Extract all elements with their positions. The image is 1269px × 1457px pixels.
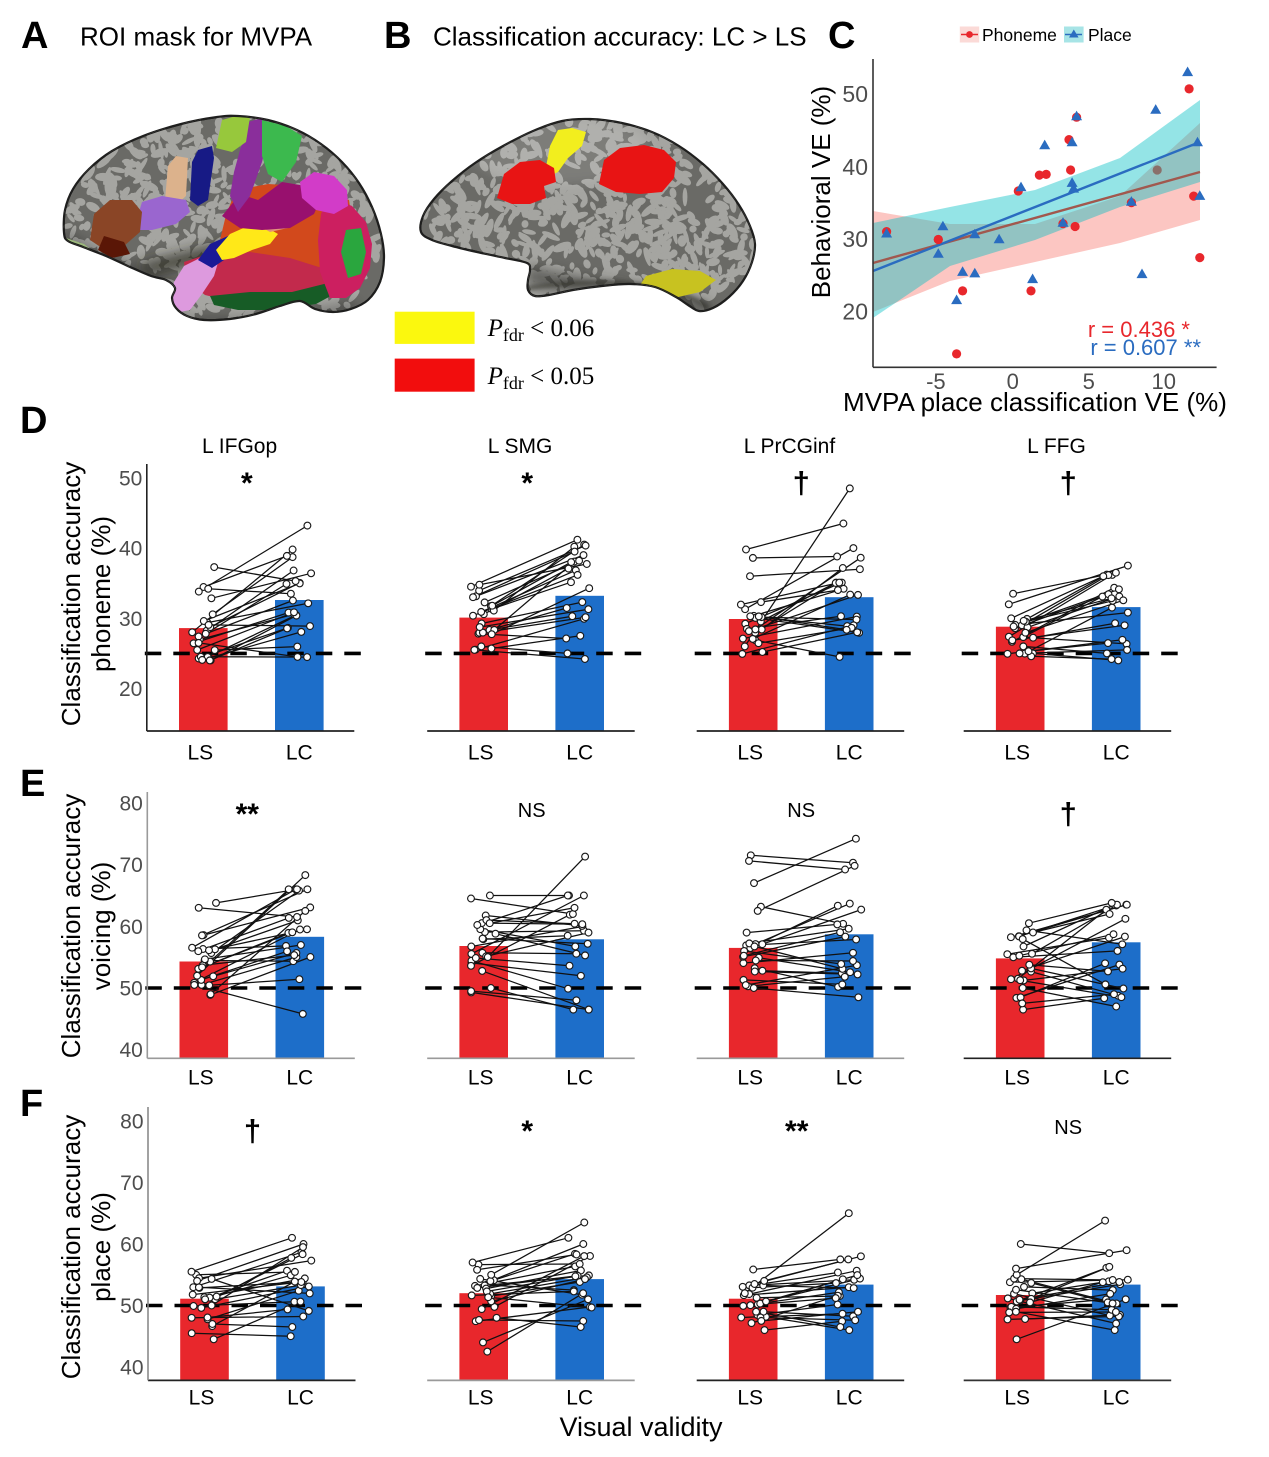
- svg-text:LC: LC: [1103, 742, 1130, 765]
- svg-text:Classification accuracy: Classification accuracy: [56, 794, 86, 1058]
- svg-text:10: 10: [1151, 369, 1175, 394]
- svg-text:LC: LC: [836, 742, 863, 765]
- svg-text:40: 40: [119, 538, 142, 561]
- svg-text:†: †: [244, 1113, 261, 1148]
- svg-text:60: 60: [120, 1234, 143, 1257]
- svg-text:LS: LS: [1004, 1387, 1030, 1410]
- svg-text:50: 50: [842, 81, 868, 107]
- svg-text:L FFG: L FFG: [1027, 435, 1086, 458]
- svg-text:LC: LC: [566, 1387, 593, 1410]
- svg-text:60: 60: [119, 916, 142, 939]
- svg-text:LC: LC: [287, 1387, 314, 1410]
- svg-text:NS: NS: [787, 800, 815, 822]
- svg-text:30: 30: [119, 608, 142, 631]
- svg-text:Place: Place: [1088, 25, 1132, 45]
- svg-text:*: *: [521, 1115, 533, 1148]
- svg-text:LC: LC: [836, 1067, 863, 1090]
- svg-text:Classification accuracy: Classification accuracy: [56, 462, 86, 726]
- svg-text:Visual validity: Visual validity: [559, 1412, 723, 1442]
- svg-text:NS: NS: [518, 800, 546, 822]
- svg-text:LC: LC: [1103, 1387, 1130, 1410]
- svg-text:NS: NS: [1054, 1117, 1082, 1139]
- svg-text:†: †: [1060, 796, 1077, 831]
- svg-text:LC: LC: [286, 1067, 313, 1090]
- svg-text:Pfdr < 0.06: Pfdr < 0.06: [487, 315, 595, 345]
- svg-text:C: C: [828, 15, 855, 57]
- svg-text:r = 0.436 *: r = 0.436 *: [1088, 317, 1191, 342]
- svg-text:L IFGop: L IFGop: [202, 435, 277, 458]
- svg-text:20: 20: [842, 299, 868, 325]
- svg-text:Behavioral VE (%): Behavioral VE (%): [806, 86, 836, 298]
- svg-text:20: 20: [119, 678, 142, 701]
- svg-text:LS: LS: [1004, 742, 1030, 765]
- svg-text:*: *: [241, 467, 253, 500]
- svg-text:B: B: [384, 15, 411, 57]
- svg-text:LS: LS: [468, 1067, 494, 1090]
- svg-text:**: **: [236, 798, 260, 831]
- svg-text:LS: LS: [187, 742, 213, 765]
- svg-text:place (%): place (%): [86, 1192, 116, 1302]
- svg-text:LC: LC: [286, 742, 313, 765]
- svg-text:r = 0.607 **: r = 0.607 **: [1090, 335, 1201, 360]
- svg-text:MVPA place classification VE (: MVPA place classification VE (%): [843, 387, 1227, 417]
- svg-text:5: 5: [1083, 369, 1095, 394]
- svg-text:LS: LS: [737, 1387, 763, 1410]
- svg-text:LS: LS: [737, 742, 763, 765]
- svg-text:†: †: [1060, 465, 1077, 500]
- svg-text:80: 80: [120, 1111, 143, 1134]
- svg-text:LS: LS: [188, 1067, 214, 1090]
- svg-text:50: 50: [119, 978, 142, 1001]
- svg-text:70: 70: [119, 854, 142, 877]
- svg-text:D: D: [20, 400, 47, 442]
- svg-text:LC: LC: [836, 1387, 863, 1410]
- svg-text:ROI mask for MVPA: ROI mask for MVPA: [80, 22, 313, 52]
- svg-text:phoneme (%): phoneme (%): [86, 516, 116, 672]
- svg-text:LS: LS: [189, 1387, 215, 1410]
- svg-text:40: 40: [842, 154, 868, 180]
- svg-text:Classification accuracy: LC >: Classification accuracy: LC > LS: [433, 22, 807, 52]
- svg-text:L PrCGinf: L PrCGinf: [744, 435, 836, 458]
- svg-text:40: 40: [120, 1357, 143, 1380]
- svg-text:**: **: [785, 1115, 809, 1148]
- svg-text:80: 80: [119, 792, 142, 815]
- svg-text:-5: -5: [926, 369, 946, 394]
- svg-text:0: 0: [1007, 369, 1019, 394]
- svg-text:50: 50: [120, 1295, 143, 1318]
- svg-text:70: 70: [120, 1172, 143, 1195]
- svg-text:L SMG: L SMG: [488, 435, 553, 458]
- svg-text:LS: LS: [468, 1387, 494, 1410]
- svg-text:LS: LS: [737, 1067, 763, 1090]
- svg-text:LS: LS: [468, 742, 494, 765]
- svg-text:†: †: [793, 465, 810, 500]
- svg-text:E: E: [20, 763, 45, 805]
- svg-text:LS: LS: [1004, 1067, 1030, 1090]
- svg-text:LC: LC: [1103, 1067, 1130, 1090]
- svg-text:50: 50: [119, 467, 142, 490]
- svg-text:LC: LC: [566, 742, 593, 765]
- svg-text:40: 40: [119, 1039, 142, 1062]
- svg-text:voicing (%): voicing (%): [86, 862, 116, 991]
- svg-text:Pfdr < 0.05: Pfdr < 0.05: [487, 363, 595, 393]
- svg-text:30: 30: [842, 226, 868, 252]
- svg-text:LC: LC: [566, 1067, 593, 1090]
- svg-text:Phoneme: Phoneme: [982, 25, 1057, 45]
- svg-text:*: *: [521, 467, 533, 500]
- svg-text:A: A: [21, 15, 48, 57]
- svg-text:F: F: [20, 1083, 43, 1125]
- svg-text:Classification accuracy: Classification accuracy: [56, 1115, 86, 1379]
